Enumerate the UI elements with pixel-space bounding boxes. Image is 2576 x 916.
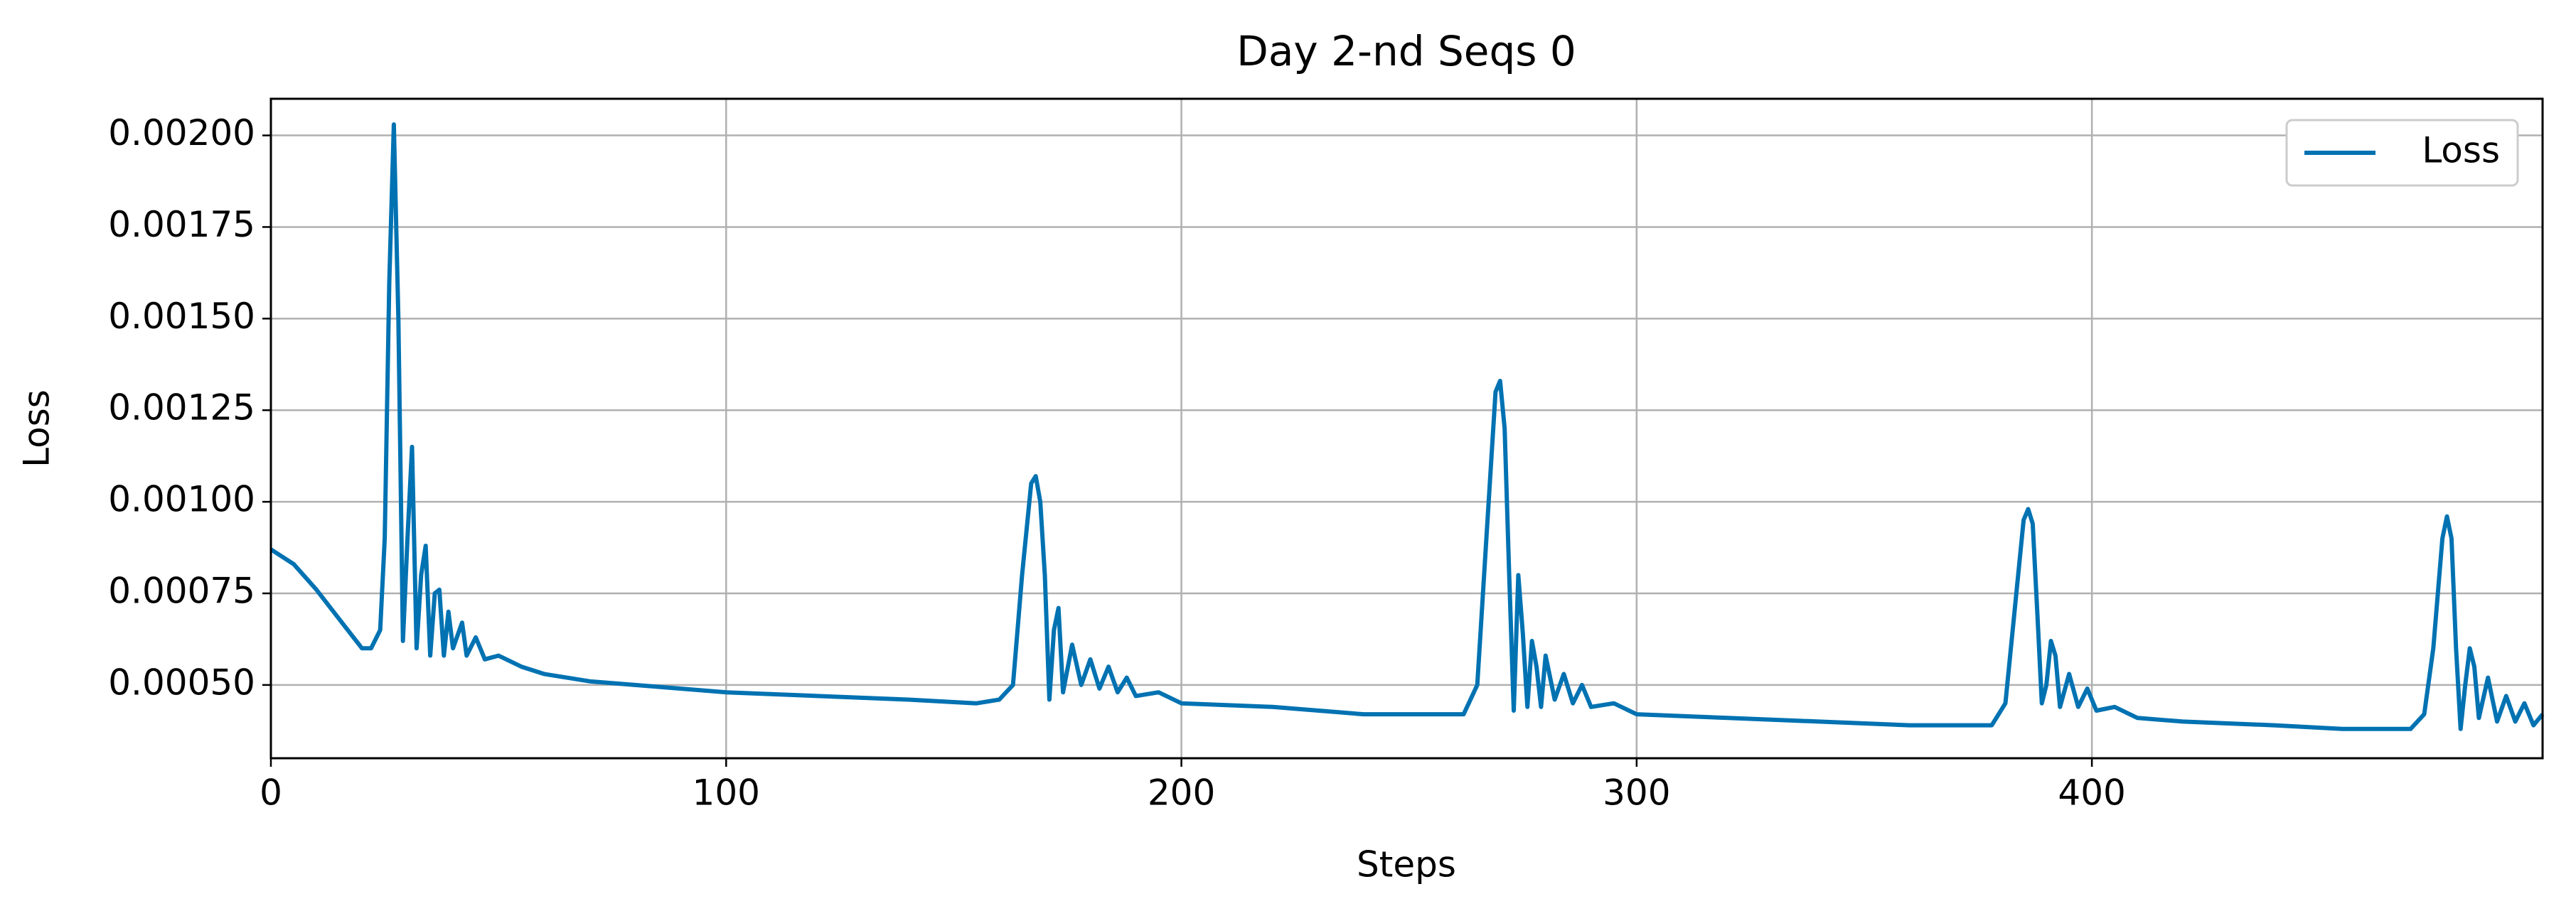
y-axis-label: Loss: [16, 389, 58, 468]
y-tick-label: 0.00175: [108, 204, 255, 245]
y-tick-label: 0.00150: [108, 296, 255, 337]
x-tick-label: 0: [260, 772, 282, 814]
line-series: [269, 122, 2545, 731]
x-axis-label: Steps: [1357, 844, 1456, 885]
y-tick-label: 0.00100: [108, 479, 255, 520]
y-tick-label: 0.00075: [108, 571, 255, 612]
x-tick-label: 200: [1148, 772, 1215, 814]
x-tick-label: 100: [693, 772, 760, 814]
x-tick-label: 400: [2058, 772, 2125, 814]
legend-box: [2285, 119, 2519, 187]
x-tick-label: 300: [1603, 772, 1670, 814]
plot-frame: [269, 97, 2544, 760]
y-tick-label: 0.00200: [108, 112, 255, 153]
legend-label: Loss: [2422, 130, 2500, 171]
chart-title: Day 2-nd Seqs 0: [1236, 27, 1576, 75]
y-tick-label: 0.00050: [108, 662, 255, 703]
y-tick-label: 0.00125: [108, 387, 255, 429]
